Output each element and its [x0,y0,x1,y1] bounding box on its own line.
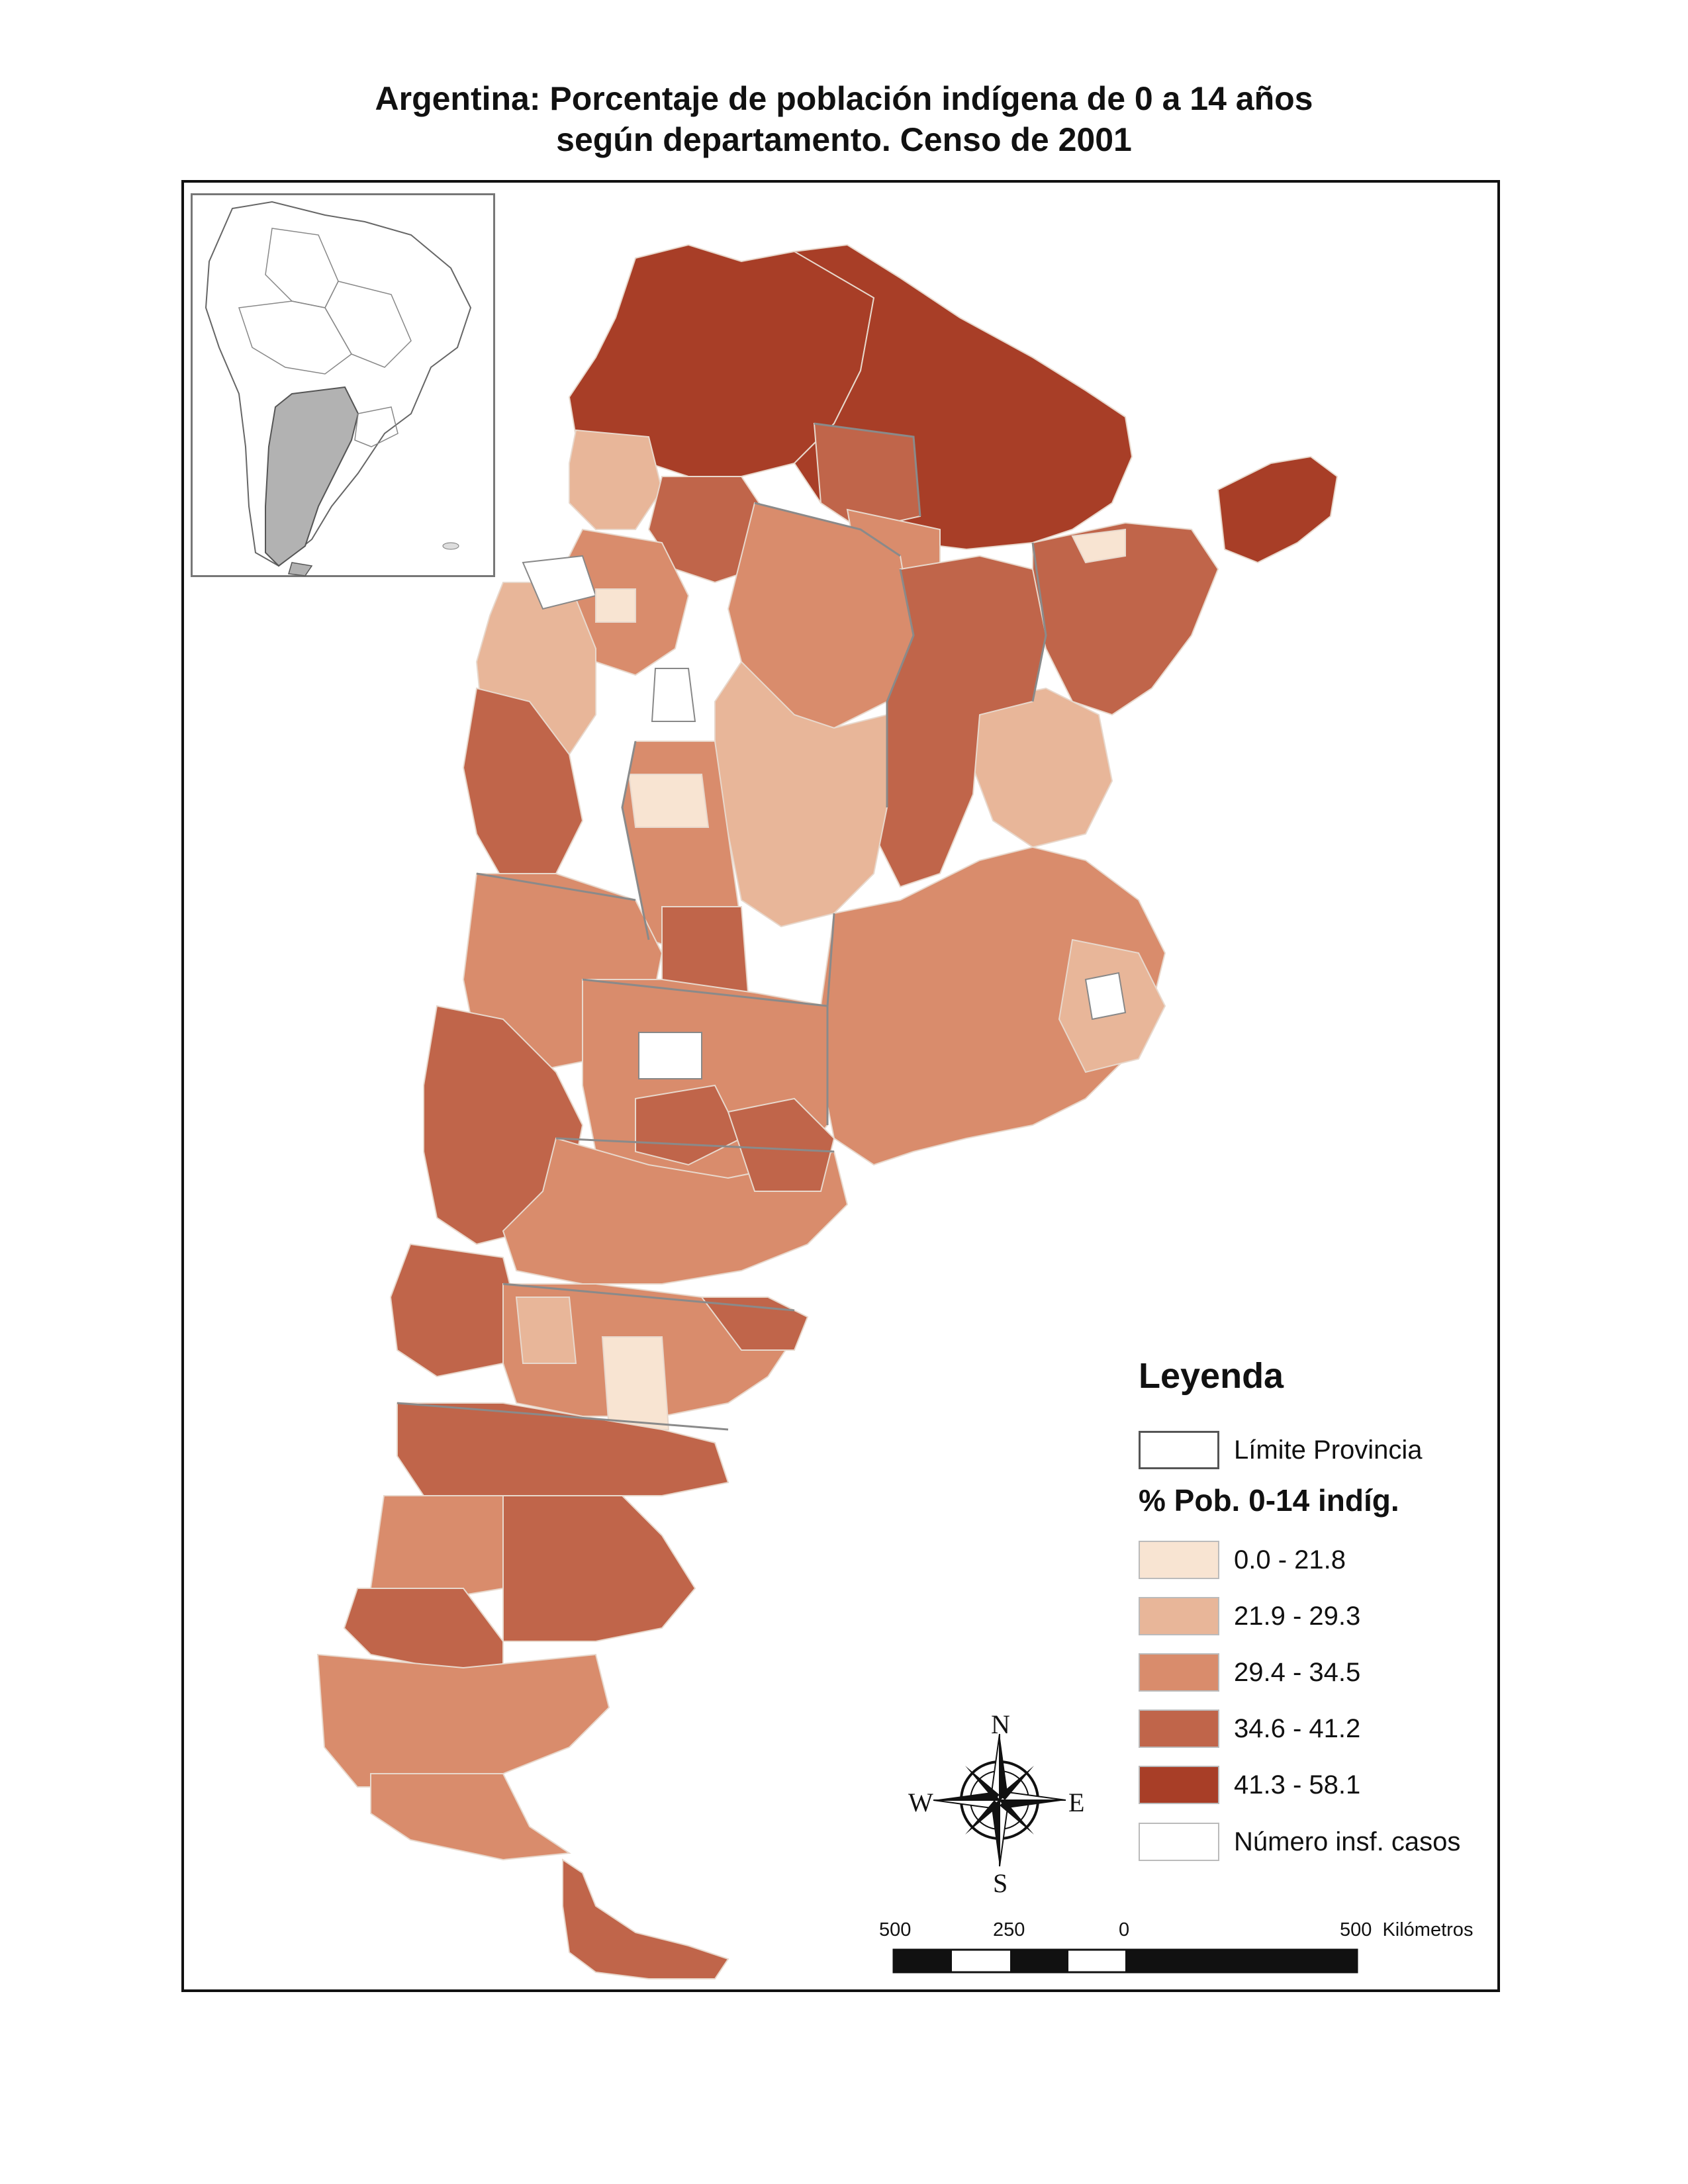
region-tucuman [647,476,769,584]
region-santa-cruz-center [369,1495,504,1603]
legend-class-swatch [1139,1597,1219,1635]
region-chubut-west [389,1243,518,1378]
province-boundaries [397,422,1047,1431]
scale-tick-500-right-value: 500 [1340,1919,1372,1940]
region-insufficient-4 [1084,972,1127,1021]
region-noa-north [568,244,875,477]
map-title-line-1: Argentina: Porcentaje de población indíg… [375,80,1313,117]
compass-east: E [1068,1788,1085,1817]
legend-class-swatch [1139,1709,1219,1748]
scale-tick-0: 0 [1119,1919,1130,1940]
map-title-line-2: según departamento. Censo de 2001 [556,121,1132,158]
region-lightest-2 [595,588,636,623]
argentina-departments [316,244,1338,1979]
legend-insufficient-row: Número insf. casos [1139,1821,1460,1862]
region-tierra-del-fuego [562,1858,729,1979]
region-buenos-aires [820,846,1166,1166]
legend-class-row: 21.9 - 29.3 [1139,1596,1360,1637]
compass-south: S [993,1868,1008,1898]
region-rio-negro-east [727,1097,835,1192]
legend-boundary-row: Límite Provincia [1139,1430,1423,1471]
legend-class-row: 41.3 - 58.1 [1139,1764,1360,1805]
legend-subtitle: % Pob. 0-14 indíg. [1139,1483,1399,1518]
region-chubut-lightest [601,1336,670,1430]
legend-class-label: 21.9 - 29.3 [1234,1601,1361,1631]
region-santa-cruz-south [316,1653,610,1788]
legend-class-swatch [1139,1766,1219,1804]
compass-north: N [991,1709,1010,1739]
legend-insufficient-label: Número insf. casos [1234,1827,1461,1856]
legend-class-swatch [1139,1541,1219,1579]
map-title: Argentina: Porcentaje de población indíg… [0,78,1688,160]
legend-class-label: 34.6 - 41.2 [1234,1713,1361,1743]
legend-boundary-swatch [1139,1431,1219,1469]
region-santa-cruz-tip [370,1773,571,1861]
south-america-locator-icon [205,201,472,576]
region-misiones [1217,455,1338,564]
region-chubut-coast [700,1297,809,1351]
scale-tick-250: 250 [993,1919,1025,1940]
region-catamarca-west [569,429,663,530]
region-chubut-light [515,1297,577,1364]
region-santa-cruz-north [397,1402,729,1496]
scale-tick-500-left: 500 [879,1919,912,1940]
legend-insufficient-swatch [1139,1823,1219,1861]
region-lightest-3 [1071,528,1126,564]
region-santa-cruz-east [502,1495,696,1642]
scale-tick-500-right: 500 Kilómetros [1340,1919,1473,1941]
legend-class-label: 29.4 - 34.5 [1234,1657,1361,1687]
legend-class-row: 29.4 - 34.5 [1139,1652,1360,1693]
region-san-luis-south [661,906,749,993]
legend-class-label: 41.3 - 58.1 [1234,1770,1361,1799]
legend-class-label: 0.0 - 21.8 [1234,1545,1346,1574]
locator-inset [191,193,495,577]
region-insufficient-3 [651,668,696,722]
region-santa-cruz-sw [343,1588,504,1668]
region-insufficient-2 [638,1032,702,1079]
compass-west: W [908,1788,933,1817]
map-frame [181,180,1500,1992]
legend-class-row: 34.6 - 41.2 [1139,1708,1360,1749]
legend-class-swatch [1139,1653,1219,1692]
scale-unit: Kilómetros [1382,1919,1474,1940]
legend-boundary-label: Límite Provincia [1234,1435,1423,1465]
legend-class-row: 0.0 - 21.8 [1139,1539,1346,1580]
region-entre-rios [972,687,1113,848]
legend-title: Leyenda [1139,1356,1284,1396]
region-lightest-1 [628,774,710,828]
